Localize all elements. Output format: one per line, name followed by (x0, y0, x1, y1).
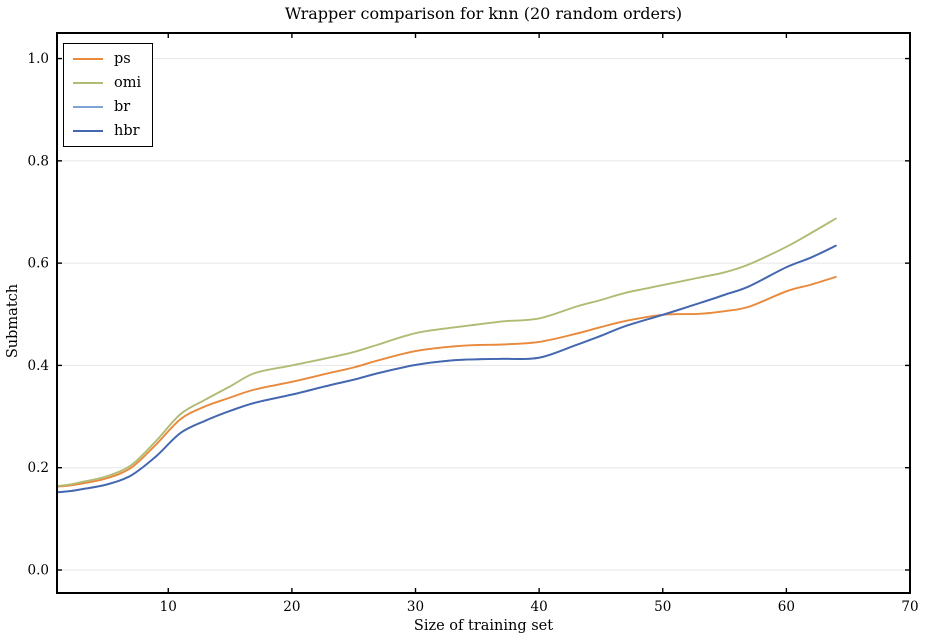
y-tick-label: 0.2 (28, 460, 49, 476)
y-tick-label: 0.4 (28, 358, 49, 374)
legend-item-ps: ps (64, 47, 152, 71)
legend-label-omi: omi (114, 74, 142, 91)
legend-line-swatch-hbr (73, 130, 103, 132)
legend-item-br: br (64, 95, 152, 119)
x-tick-label: 30 (407, 599, 424, 615)
y-tick-label: 0.0 (28, 562, 49, 578)
series-line-omi (56, 217, 837, 488)
y-tick-label: 0.6 (28, 256, 49, 272)
legend-item-omi: omi (64, 71, 152, 95)
legend-line-swatch-omi (73, 82, 103, 84)
y-tick-label: 0.8 (28, 153, 49, 169)
legend-line-swatch-br (73, 106, 103, 108)
legend-label-ps: ps (114, 50, 131, 67)
y-tick-label: 1.0 (28, 51, 49, 67)
x-tick-label: 10 (160, 599, 177, 615)
x-tick-label: 20 (283, 599, 300, 615)
series-line-br (56, 244, 837, 494)
x-tick-label: 60 (778, 599, 795, 615)
chart-title: Wrapper comparison for knn (20 random or… (284, 4, 683, 23)
plot-frame (56, 32, 911, 594)
x-axis-label: Size of training set (413, 618, 554, 634)
legend-label-br: br (114, 98, 131, 115)
legend-line-swatch-ps (73, 58, 103, 60)
legend-item-hbr: hbr (64, 119, 152, 143)
legend-label-hbr: hbr (114, 122, 140, 139)
legend: ps omi br hbr (63, 43, 153, 147)
y-axis-label: Submatch (5, 283, 21, 359)
x-tick-label: 40 (531, 599, 548, 615)
series-line-hbr (56, 244, 837, 494)
x-tick-label: 50 (654, 599, 671, 615)
x-tick-label: 70 (901, 599, 918, 615)
series-line-ps (56, 275, 837, 488)
